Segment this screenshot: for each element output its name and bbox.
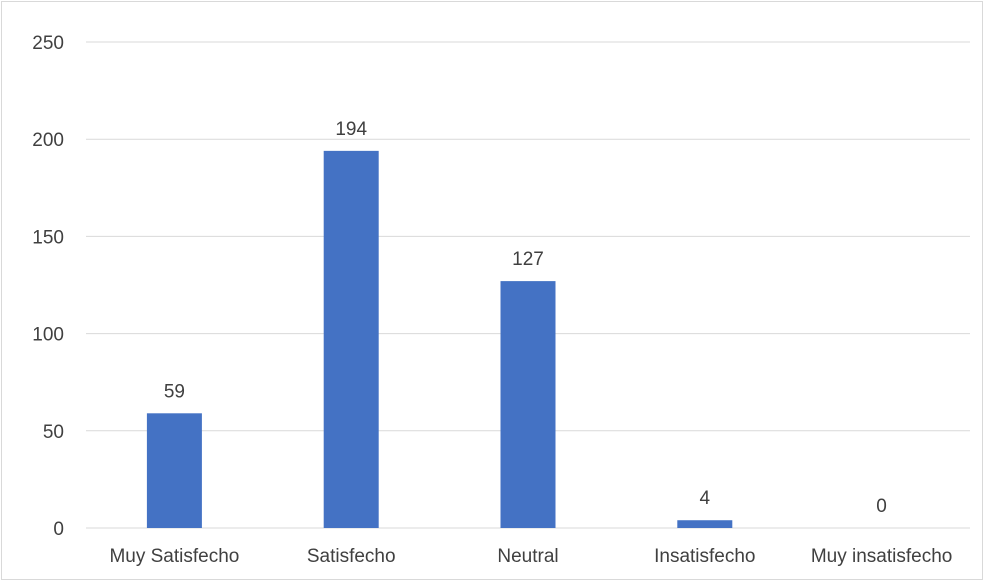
- bar: [323, 150, 379, 528]
- data-label: 0: [876, 496, 887, 517]
- bar: [146, 413, 202, 528]
- y-axis-ticks: 0 50 100 150 200 250: [32, 33, 64, 540]
- x-category-label: Muy insatisfecho: [811, 546, 953, 567]
- data-label: 4: [700, 488, 711, 509]
- y-tick-label: 50: [43, 422, 64, 443]
- x-category-label: Insatisfecho: [654, 546, 755, 567]
- y-tick-label: 100: [32, 325, 64, 346]
- y-tick-label: 250: [32, 33, 64, 54]
- x-category-label: Muy Satisfecho: [109, 546, 239, 567]
- x-category-label: Satisfecho: [307, 546, 396, 567]
- data-labels: 59 194 127 4 0: [164, 119, 887, 517]
- x-axis-categories: Muy Satisfecho Satisfecho Neutral Insatisfe…: [109, 546, 952, 567]
- data-label: 127: [512, 249, 544, 270]
- y-tick-label: 0: [53, 519, 64, 540]
- data-label: 59: [164, 381, 185, 402]
- x-category-label: Neutral: [497, 546, 558, 567]
- bar: [677, 520, 733, 528]
- data-label: 194: [335, 119, 367, 140]
- bar: [500, 281, 556, 528]
- bars: [146, 150, 733, 528]
- y-tick-label: 150: [32, 227, 64, 248]
- y-tick-label: 200: [32, 130, 64, 151]
